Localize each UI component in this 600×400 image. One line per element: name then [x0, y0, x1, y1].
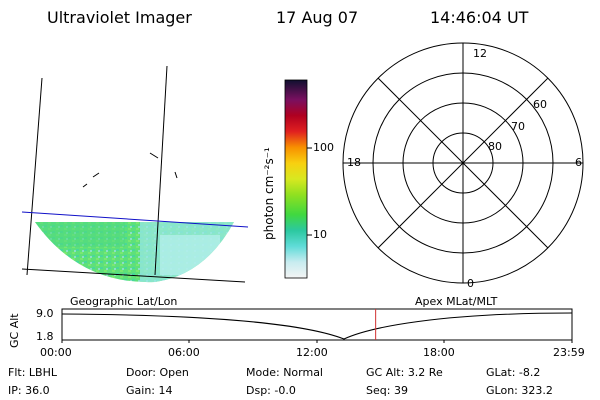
x-tick-1800: 18:00 [423, 346, 455, 359]
status-glat: GLat: -8.2 [486, 366, 541, 379]
apex-label: Apex MLat/MLT [415, 295, 498, 308]
status-door: Door: Open [126, 366, 189, 379]
mlt-label-6: 6 [575, 156, 582, 169]
status-glon: GLon: 323.2 [486, 384, 553, 397]
status-seq: Seq: 39 [366, 384, 408, 397]
status-mode: Mode: Normal [246, 366, 323, 379]
instrument-title: Ultraviolet Imager [47, 8, 192, 27]
time-label: 14:46:04 UT [430, 8, 529, 27]
lat-label-60: 60 [533, 98, 547, 111]
status-flt: Flt: LBHL [8, 366, 57, 379]
mlt-label-0: 0 [467, 277, 474, 290]
x-tick-0600: 06:00 [168, 346, 200, 359]
x-tick-0000: 00:00 [40, 346, 72, 359]
x-tick-2359: 23:59 [553, 346, 585, 359]
mlt-label-12: 12 [473, 47, 487, 60]
gc-alt-plot [61, 308, 573, 343]
colorbar-unit-label: photon cm⁻²s⁻¹ [262, 147, 276, 240]
status-dsp: Dsp: -0.0 [246, 384, 296, 397]
lat-label-70: 70 [511, 120, 525, 133]
colorbar-tick-100: 100 [313, 141, 334, 154]
status-gain: Gain: 14 [126, 384, 173, 397]
x-tick-1200: 12:00 [296, 346, 328, 359]
date-label: 17 Aug 07 [276, 8, 359, 27]
colorbar [284, 79, 312, 279]
gc-alt-tick-9: 9.0 [36, 307, 54, 320]
lat-label-80: 80 [488, 140, 502, 153]
status-ip: IP: 36.0 [8, 384, 50, 397]
uv-image [21, 65, 249, 283]
mlt-label-18: 18 [347, 156, 361, 169]
gc-alt-axis-label: GC Alt [8, 313, 21, 348]
polar-plot [342, 42, 584, 284]
status-gc-alt: GC Alt: 3.2 Re [366, 366, 443, 379]
colorbar-tick-10: 10 [313, 228, 327, 241]
geographic-label: Geographic Lat/Lon [70, 295, 178, 308]
gc-alt-tick-1-8: 1.8 [36, 330, 54, 343]
